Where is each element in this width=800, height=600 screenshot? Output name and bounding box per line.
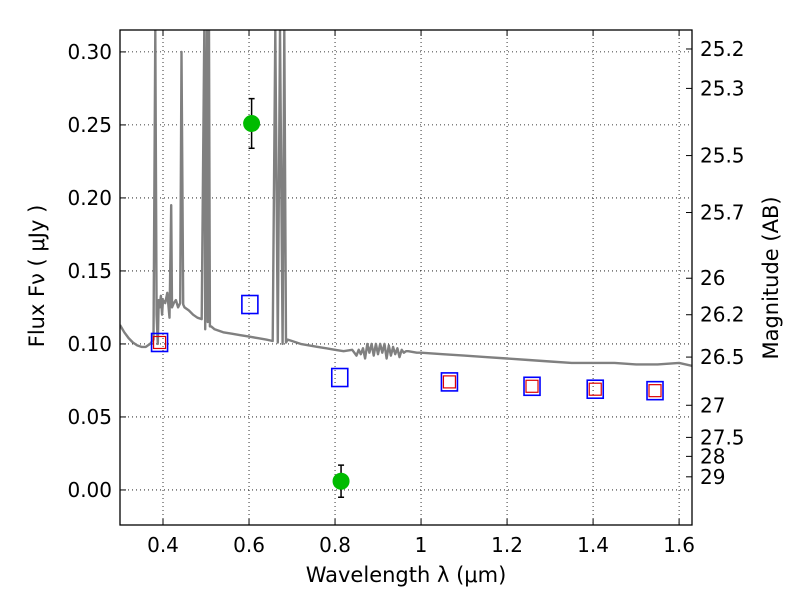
y-ticks: 0.00 0.05 0.10 0.15 0.20 0.25 0.30 <box>67 40 126 502</box>
model-point-red <box>442 375 457 389</box>
plot-frame <box>119 29 693 526</box>
model-point-red <box>152 335 167 350</box>
x-tick-label: 1.2 <box>491 533 523 557</box>
spectrum-line <box>120 30 692 367</box>
model-point-red <box>525 379 539 393</box>
observed-point <box>332 472 350 490</box>
model-point-blue <box>440 372 459 392</box>
x-ticks: 0.4 0.6 0.8 1 1.2 1.4 1.6 <box>147 30 695 557</box>
right-tick-label: 27 <box>700 393 725 417</box>
right-tick-label: 25.2 <box>700 37 745 61</box>
model-point-blue <box>646 380 664 401</box>
observed-point <box>243 114 261 132</box>
y-axis-label: Flux Fν ( μJy ) <box>25 205 49 348</box>
right-tick-label: 26 <box>700 266 725 290</box>
x-axis-label: Wavelength λ (μm) <box>306 563 507 587</box>
y-tick-label: 0.00 <box>67 478 112 502</box>
right-tick-label: 25.7 <box>700 201 745 225</box>
x-tick-label: 0.4 <box>147 533 179 557</box>
model-point-blue <box>523 376 541 397</box>
right-axis-label: Magnitude (AB) <box>759 196 783 359</box>
x-tick-label: 1 <box>415 533 428 557</box>
x-tick-label: 1.6 <box>663 533 695 557</box>
right-tick-label: 27.5 <box>700 425 745 449</box>
x-tick-label: 0.8 <box>319 533 351 557</box>
right-tick-label: 25.5 <box>700 144 745 168</box>
y-tick-label: 0.05 <box>67 405 112 429</box>
y-tick-label: 0.25 <box>67 113 112 137</box>
right-tick-label: 26.2 <box>700 303 745 327</box>
y-tick-label: 0.10 <box>67 332 112 356</box>
points-layer <box>150 97 664 499</box>
spectrum-layer <box>120 30 692 367</box>
model-point-red <box>648 384 662 398</box>
model-point-red <box>588 382 602 396</box>
right-tick-label: 25.3 <box>700 76 745 100</box>
model-point-blue <box>330 367 349 388</box>
right-tick-label: 28 <box>700 444 725 468</box>
right-tick-label: 29 <box>700 465 725 489</box>
model-point-blue <box>241 294 259 315</box>
y-tick-label: 0.30 <box>67 40 112 64</box>
x-tick-label: 0.6 <box>233 533 265 557</box>
grid <box>120 30 692 525</box>
model-point-blue <box>150 332 169 353</box>
model-point-blue <box>586 379 605 400</box>
right-tick-label: 26.5 <box>700 345 745 369</box>
x-tick-label: 1.4 <box>577 533 609 557</box>
y-tick-label: 0.20 <box>67 186 112 210</box>
y-tick-label: 0.15 <box>67 259 112 283</box>
